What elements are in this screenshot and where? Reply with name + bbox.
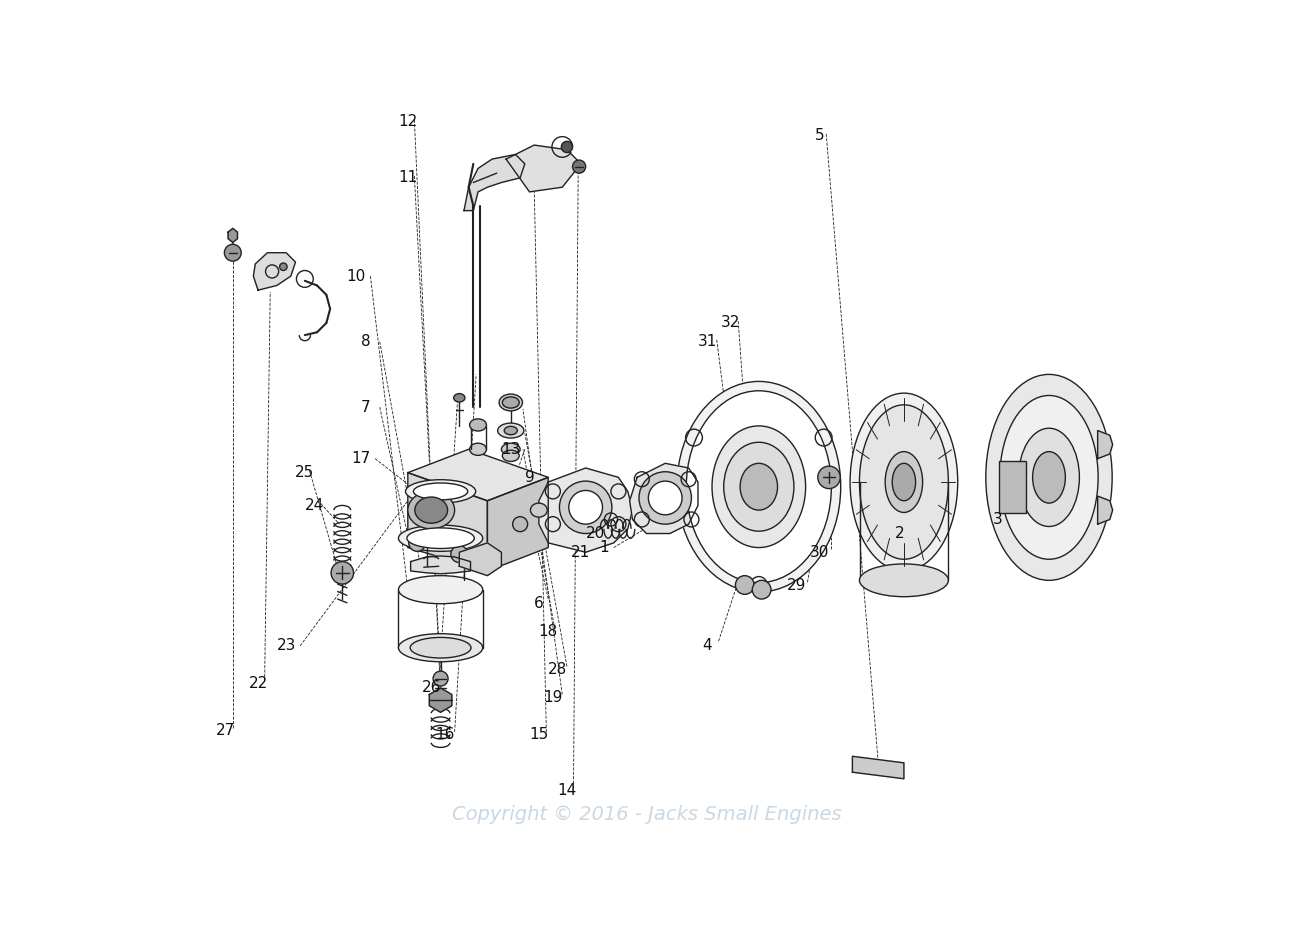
Ellipse shape [454, 393, 465, 402]
Ellipse shape [740, 463, 777, 510]
Circle shape [560, 481, 612, 534]
Polygon shape [411, 556, 471, 574]
Circle shape [433, 671, 449, 686]
Text: 26: 26 [422, 680, 441, 695]
Ellipse shape [999, 395, 1098, 559]
Text: Copyright © 2016 - Jacks Small Engines: Copyright © 2016 - Jacks Small Engines [451, 805, 842, 824]
Ellipse shape [499, 394, 522, 411]
Ellipse shape [892, 463, 915, 501]
Text: 17: 17 [352, 451, 371, 466]
Ellipse shape [414, 483, 468, 500]
Text: 6: 6 [534, 596, 544, 611]
Polygon shape [464, 154, 525, 211]
Ellipse shape [886, 451, 923, 513]
Ellipse shape [504, 426, 517, 434]
Text: 31: 31 [698, 334, 718, 349]
Ellipse shape [503, 450, 520, 461]
Text: 11: 11 [398, 170, 418, 185]
Ellipse shape [530, 504, 547, 517]
Ellipse shape [860, 404, 948, 559]
Circle shape [409, 534, 425, 551]
Ellipse shape [398, 634, 482, 662]
Text: 20: 20 [586, 526, 605, 541]
Polygon shape [459, 543, 502, 576]
Text: 23: 23 [277, 638, 296, 653]
Text: 13: 13 [502, 442, 521, 457]
Text: 1: 1 [600, 540, 609, 555]
Ellipse shape [502, 443, 520, 455]
Ellipse shape [410, 637, 471, 658]
Ellipse shape [1019, 429, 1080, 526]
Text: 30: 30 [809, 545, 829, 560]
Text: 27: 27 [216, 723, 235, 738]
Text: 21: 21 [572, 545, 591, 560]
Ellipse shape [407, 491, 455, 529]
Circle shape [331, 562, 353, 584]
Circle shape [451, 546, 468, 563]
Text: 2: 2 [895, 526, 904, 541]
Polygon shape [429, 688, 451, 712]
Circle shape [639, 472, 692, 524]
Ellipse shape [398, 576, 482, 604]
Circle shape [573, 160, 586, 173]
Polygon shape [506, 145, 581, 192]
Ellipse shape [503, 397, 520, 408]
FancyBboxPatch shape [999, 461, 1025, 513]
Ellipse shape [498, 423, 524, 438]
Circle shape [279, 263, 287, 271]
Ellipse shape [1033, 451, 1065, 504]
Circle shape [648, 481, 683, 515]
Ellipse shape [469, 443, 486, 455]
Text: 3: 3 [993, 512, 1002, 527]
Text: 14: 14 [557, 783, 577, 798]
Text: 25: 25 [295, 465, 314, 480]
Text: 22: 22 [248, 676, 268, 691]
Text: 9: 9 [525, 470, 534, 485]
Polygon shape [253, 253, 296, 290]
Ellipse shape [398, 525, 482, 551]
Ellipse shape [687, 390, 831, 582]
Text: 4: 4 [702, 638, 712, 653]
Ellipse shape [712, 426, 806, 548]
Text: 28: 28 [548, 662, 568, 677]
Circle shape [512, 517, 528, 532]
Text: 15: 15 [529, 727, 548, 742]
Text: 5: 5 [815, 128, 825, 143]
Text: 32: 32 [721, 315, 741, 330]
Text: 8: 8 [361, 334, 371, 349]
Circle shape [569, 490, 603, 524]
Ellipse shape [850, 393, 958, 571]
Text: 19: 19 [543, 690, 562, 705]
Ellipse shape [407, 528, 475, 548]
Polygon shape [852, 756, 904, 779]
Ellipse shape [469, 419, 486, 431]
Text: 18: 18 [539, 624, 557, 639]
Polygon shape [487, 477, 548, 571]
Circle shape [817, 466, 840, 489]
Ellipse shape [724, 442, 794, 531]
Ellipse shape [406, 479, 476, 504]
Ellipse shape [985, 374, 1112, 580]
Polygon shape [539, 468, 632, 552]
Polygon shape [1098, 431, 1113, 459]
Polygon shape [1098, 496, 1113, 524]
Circle shape [561, 141, 573, 153]
Ellipse shape [860, 563, 948, 597]
Polygon shape [630, 463, 698, 534]
Circle shape [736, 576, 754, 594]
Text: 24: 24 [305, 498, 323, 513]
Circle shape [753, 580, 771, 599]
Polygon shape [407, 473, 487, 571]
Text: 16: 16 [436, 727, 455, 742]
Polygon shape [228, 228, 238, 242]
Circle shape [225, 244, 242, 261]
Polygon shape [407, 449, 548, 501]
Text: 10: 10 [347, 269, 366, 284]
Text: 12: 12 [398, 114, 418, 129]
Text: 29: 29 [786, 578, 806, 592]
Text: 7: 7 [361, 400, 371, 415]
Ellipse shape [678, 382, 840, 592]
Ellipse shape [415, 497, 447, 523]
